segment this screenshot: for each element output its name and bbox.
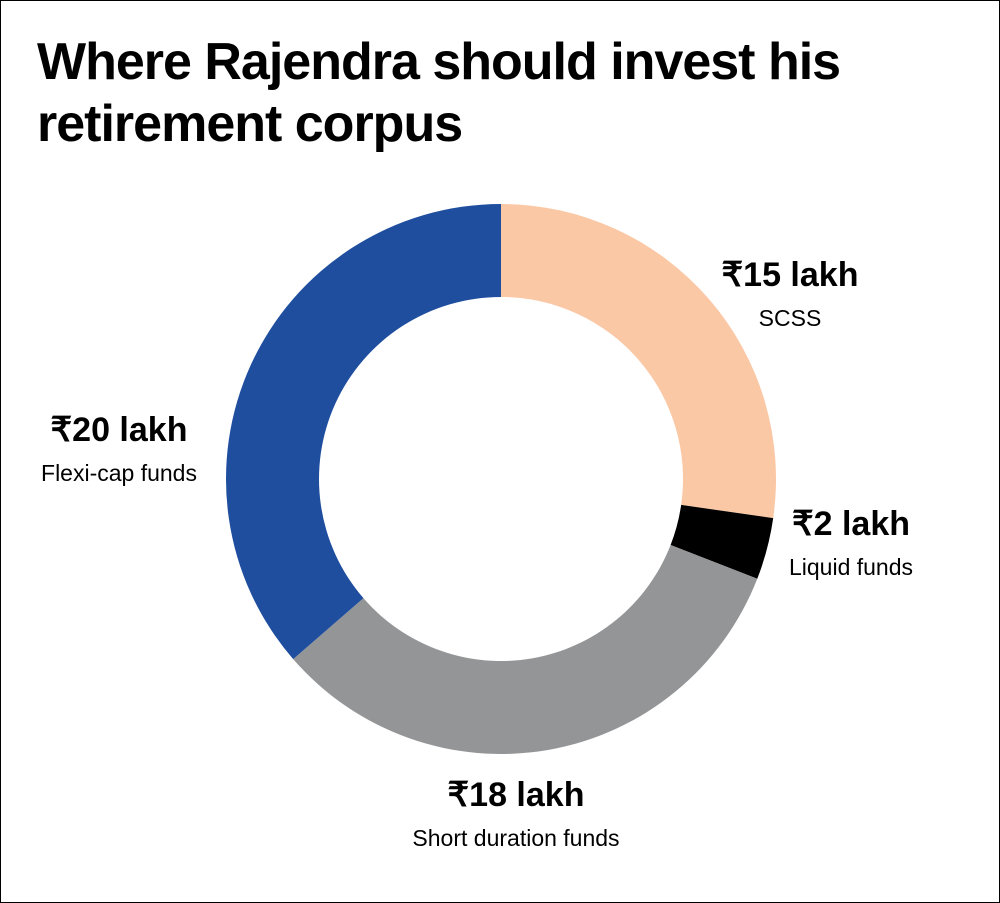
slice-label-flexi-cap-funds: ₹20 lakh Flexi-cap funds (41, 411, 197, 486)
slice-scss (501, 204, 776, 519)
slice-name-label: Flexi-cap funds (41, 460, 197, 486)
slice-value-label: ₹15 lakh (722, 256, 859, 294)
slice-label-liquid-funds: ₹2 lakh Liquid funds (789, 505, 913, 580)
slice-label-short-duration-funds: ₹18 lakh Short duration funds (412, 776, 619, 851)
slice-value-label: ₹18 lakh (448, 776, 585, 814)
chart-title: Where Rajendra should invest his retirem… (37, 33, 841, 153)
slice-name-label: Liquid funds (789, 554, 913, 580)
slice-value-label: ₹20 lakh (51, 411, 188, 449)
slice-liquid-funds (670, 504, 774, 579)
slice-short-duration-funds (293, 545, 758, 755)
slice-flexi-cap-funds (225, 204, 501, 660)
slice-name-label: Short duration funds (412, 825, 619, 851)
slice-label-scss: ₹15 lakh SCSS (722, 256, 859, 331)
slice-name-label: SCSS (759, 305, 822, 331)
slice-value-label: ₹2 lakh (792, 505, 910, 543)
